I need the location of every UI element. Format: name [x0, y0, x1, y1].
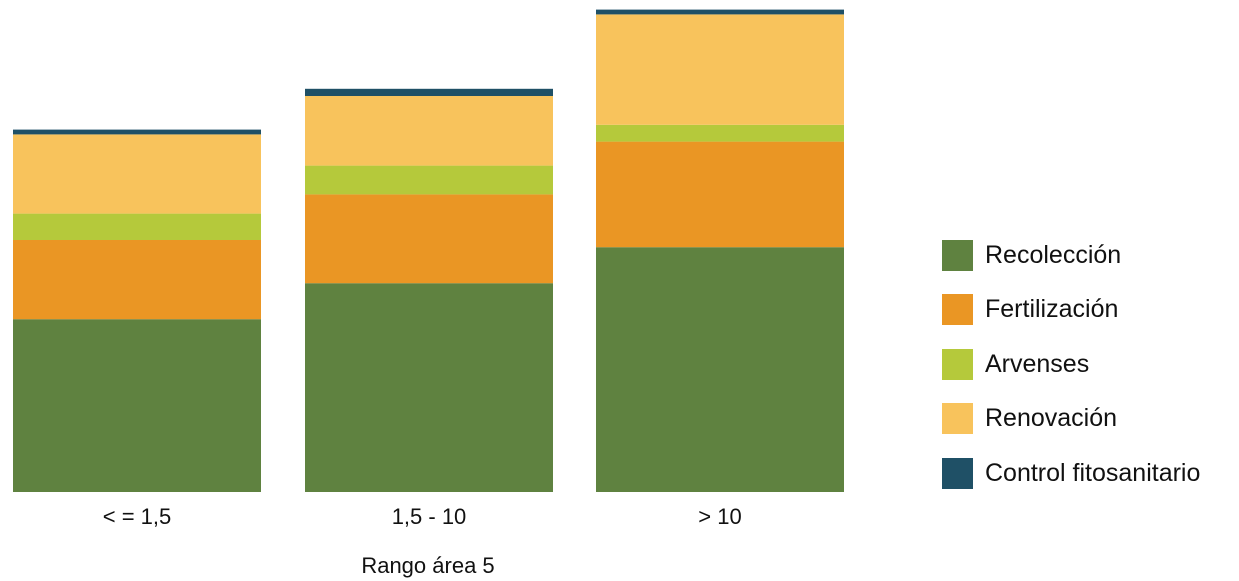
bar-segment-renovación-3	[596, 14, 844, 125]
legend-label: Renovación	[985, 404, 1118, 433]
bar-segment-control-fitosanitario-2	[305, 88, 553, 96]
bar-segment-recolección-2	[305, 283, 553, 492]
bar-segment-fertilización-2	[305, 194, 553, 284]
bar-segment-arvenses-2	[305, 165, 553, 195]
bar-segment-renovación-1	[13, 134, 261, 214]
bar-segment-recolección-1	[13, 319, 261, 492]
stacked-bar-chart: < = 1,5 1,5 - 10 > 10 Rango área 5	[13, 9, 844, 578]
x-axis-title: Rango área 5	[361, 553, 494, 578]
bars-group	[13, 9, 844, 492]
legend-swatch	[942, 403, 973, 435]
legend-item: Recolección	[942, 228, 1200, 283]
legend-item: Control fitosanitario	[942, 446, 1200, 501]
bar-segment-fertilización-3	[596, 141, 844, 248]
legend-item: Fertilización	[942, 283, 1200, 338]
legend-swatch	[942, 239, 973, 271]
bar-segment-arvenses-3	[596, 124, 844, 142]
legend-swatch	[942, 294, 973, 326]
x-tick-labels: < = 1,5 1,5 - 10 > 10	[103, 504, 742, 529]
legend-label: Control fitosanitario	[985, 458, 1201, 487]
x-tick-label: < = 1,5	[103, 504, 172, 529]
x-tick-label: 1,5 - 10	[392, 504, 467, 529]
bar-segment-control-fitosanitario-1	[13, 129, 261, 135]
legend-item: Renovación	[942, 392, 1200, 447]
legend: Recolección Fertilización Arvenses Renovaci…	[942, 228, 1200, 501]
bar-segment-control-fitosanitario-3	[596, 9, 844, 15]
bar-segment-fertilización-1	[13, 240, 261, 320]
bar-segment-recolección-3	[596, 247, 844, 492]
bar-segment-renovación-2	[305, 96, 553, 166]
legend-item: Arvenses	[942, 337, 1200, 392]
legend-label: Fertilización	[985, 295, 1119, 324]
legend-swatch	[942, 348, 973, 380]
x-tick-label: > 10	[698, 504, 741, 529]
legend-label: Arvenses	[985, 349, 1090, 378]
legend-label: Recolección	[985, 240, 1122, 269]
legend-swatch	[942, 457, 973, 489]
bar-segment-arvenses-1	[13, 213, 261, 240]
